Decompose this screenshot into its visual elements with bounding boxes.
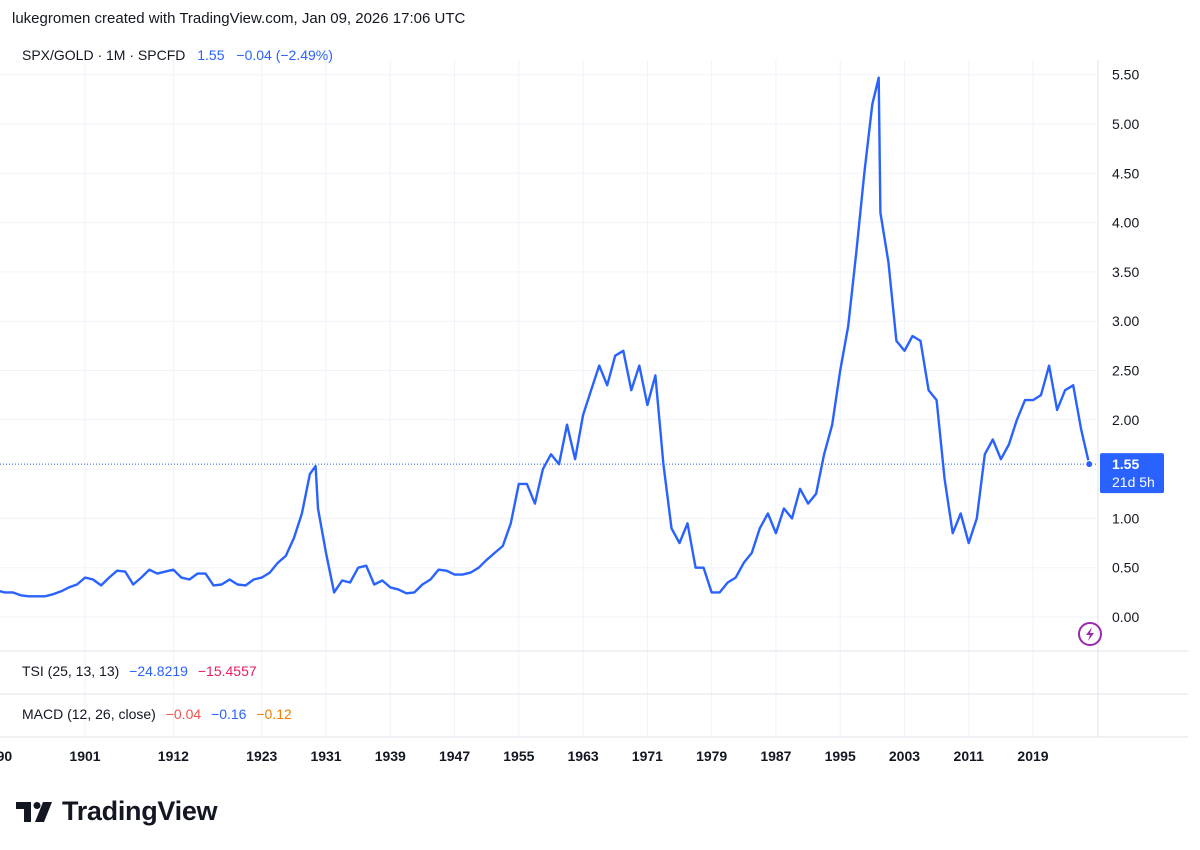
y-tick-label: 4.00 xyxy=(1112,215,1139,231)
y-tick-label: 5.50 xyxy=(1112,67,1139,83)
x-tick-label: 2003 xyxy=(889,748,920,764)
last-price-label-bg xyxy=(1100,453,1164,494)
y-tick-label: 3.00 xyxy=(1112,313,1139,329)
tsi-signal-value: −15.4557 xyxy=(197,663,257,679)
last-price: 1.55 xyxy=(197,47,225,63)
tradingview-logo-text: TradingView xyxy=(62,796,218,826)
tradingview-logo-icon xyxy=(16,801,52,822)
y-tick-label: 3.50 xyxy=(1112,264,1139,280)
last-price-value: 1.55 xyxy=(1112,456,1139,472)
y-tick-label: 5.00 xyxy=(1112,116,1139,132)
macd-line-value: −0.16 xyxy=(211,706,247,722)
alert-icon-ring xyxy=(1078,622,1102,646)
chart-attribution: lukegromen created with TradingView.com,… xyxy=(12,10,466,27)
x-tick-label: 1923 xyxy=(246,748,277,764)
bar-countdown: 21d 5h xyxy=(1112,474,1155,490)
y-tick-label: 1.00 xyxy=(1112,510,1139,526)
x-tick-label: 1901 xyxy=(69,748,100,764)
time-axis: 1890 1901 1912 1923 1931 1939 1947 1955 1963 1971… xyxy=(0,748,1049,764)
y-tick-label: 0.00 xyxy=(1112,609,1139,625)
symbol-label: SPX/GOLD · 1M · SPCFD xyxy=(22,47,186,63)
symbol-legend[interactable]: SPX/GOLD · 1M · SPCFD 1.55 −0.04 (−2.49%… xyxy=(22,47,333,63)
tsi-legend[interactable]: TSI (25, 13, 13) −24.8219 −15.4557 xyxy=(22,663,257,679)
spx-gold-line[interactable] xyxy=(0,76,1091,598)
last-price-label: 1.55 21d 5h xyxy=(1100,453,1164,494)
tsi-value: −24.8219 xyxy=(129,663,188,679)
tsi-label: TSI (25, 13, 13) xyxy=(22,663,120,679)
y-tick-label: 4.50 xyxy=(1112,165,1139,181)
macd-legend[interactable]: MACD (12, 26, close) −0.04 −0.16 −0.12 xyxy=(22,706,292,722)
alert-icon[interactable] xyxy=(1078,622,1102,646)
macd-histogram-value: −0.04 xyxy=(165,706,202,722)
x-tick-label: 1931 xyxy=(310,748,341,764)
chart-grid xyxy=(0,60,1098,737)
x-tick-label: 2011 xyxy=(954,748,985,764)
macd-label: MACD (12, 26, close) xyxy=(22,706,156,722)
last-price-dot xyxy=(1085,460,1094,469)
y-tick-label: 2.00 xyxy=(1112,412,1139,428)
macd-signal-value: −0.12 xyxy=(256,706,292,722)
x-tick-label: 1963 xyxy=(568,748,599,764)
x-tick-label: 1987 xyxy=(760,748,791,764)
x-tick-label: 1890 xyxy=(0,748,12,764)
x-tick-label: 1971 xyxy=(632,748,663,764)
alert-icon-bolt xyxy=(1086,627,1094,641)
x-tick-label: 1995 xyxy=(825,748,856,764)
x-tick-label: 2019 xyxy=(1017,748,1048,764)
x-tick-label: 1979 xyxy=(696,748,727,764)
price-change: −0.04 (−2.49%) xyxy=(236,47,333,63)
tradingview-logo[interactable]: TradingView xyxy=(16,796,218,827)
x-tick-label: 1939 xyxy=(375,748,406,764)
x-tick-label: 1955 xyxy=(503,748,534,764)
price-axis: 0.000.501.001.502.002.503.003.504.004.50… xyxy=(1112,67,1139,625)
y-tick-label: 0.50 xyxy=(1112,560,1139,576)
y-tick-label: 2.50 xyxy=(1112,363,1139,379)
x-tick-label: 1947 xyxy=(439,748,470,764)
x-tick-label: 1912 xyxy=(158,748,189,764)
